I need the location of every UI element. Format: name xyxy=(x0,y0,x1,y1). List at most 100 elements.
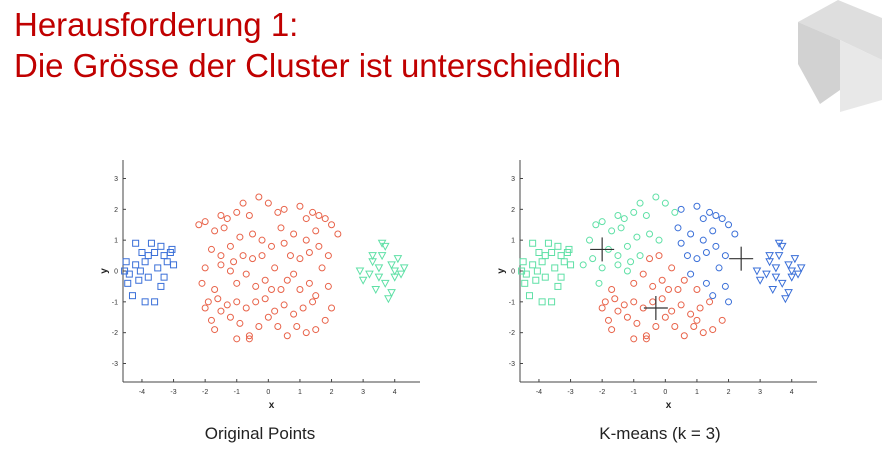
data-point xyxy=(777,242,787,251)
data-point xyxy=(674,286,682,293)
data-point xyxy=(771,264,781,273)
data-point xyxy=(649,298,657,306)
data-point xyxy=(121,267,129,275)
x-tick-label: -2 xyxy=(599,389,605,396)
x-tick-label: 2 xyxy=(330,389,334,396)
x-axis-label: x xyxy=(666,400,672,411)
data-point xyxy=(138,249,146,256)
x-tick-label: 1 xyxy=(695,389,699,396)
y-tick-label: 0 xyxy=(114,269,118,276)
y-tick-label: 3 xyxy=(511,176,515,183)
data-point xyxy=(290,310,298,318)
data-point xyxy=(274,208,282,216)
data-point xyxy=(557,252,565,260)
data-point xyxy=(781,295,790,304)
data-point xyxy=(217,252,225,260)
data-point xyxy=(277,286,285,293)
data-point xyxy=(636,252,644,260)
data-point xyxy=(226,313,234,321)
y-tick-label: 0 xyxy=(511,269,515,276)
chart-title-original-points: Original Points xyxy=(204,424,316,443)
data-point xyxy=(752,267,762,276)
y-tick-label: -3 xyxy=(509,361,515,368)
data-point xyxy=(687,270,695,278)
data-point xyxy=(677,301,685,309)
data-point xyxy=(680,276,688,284)
data-point xyxy=(765,252,774,261)
data-point xyxy=(693,286,701,293)
data-point xyxy=(623,313,631,321)
data-point xyxy=(725,298,733,306)
data-point xyxy=(124,279,132,287)
data-point xyxy=(226,242,234,250)
centroid-marker xyxy=(590,237,615,262)
x-tick-label: 0 xyxy=(266,389,270,396)
data-point xyxy=(217,261,225,269)
data-point xyxy=(264,199,272,207)
data-point xyxy=(614,212,622,219)
data-point xyxy=(533,267,541,275)
data-point xyxy=(365,270,374,279)
data-point xyxy=(680,332,688,340)
data-point xyxy=(601,298,609,306)
data-point xyxy=(608,326,616,334)
data-point xyxy=(702,279,710,287)
data-point xyxy=(777,279,787,288)
data-point xyxy=(677,239,685,247)
y-tick-label: 3 xyxy=(114,176,118,183)
data-point xyxy=(286,252,294,260)
data-point xyxy=(642,335,650,343)
y-axis-label: y xyxy=(99,268,110,274)
data-point xyxy=(671,208,679,216)
data-point xyxy=(699,236,707,244)
data-point xyxy=(217,307,225,315)
data-point xyxy=(309,208,317,216)
data-point xyxy=(239,252,247,260)
data-point xyxy=(170,261,178,269)
centroid-marker xyxy=(729,246,754,271)
data-point xyxy=(646,230,654,238)
data-point xyxy=(630,279,638,287)
data-point xyxy=(702,249,710,256)
data-point xyxy=(377,252,387,261)
y-tick-label: -1 xyxy=(112,299,118,306)
data-point xyxy=(633,319,641,327)
data-point xyxy=(687,310,695,318)
data-point xyxy=(249,255,257,263)
data-point xyxy=(147,239,155,247)
data-point xyxy=(630,298,638,306)
data-point xyxy=(293,323,301,330)
data-point xyxy=(620,215,628,223)
data-point xyxy=(223,215,231,223)
data-point xyxy=(771,273,781,282)
data-point xyxy=(671,323,679,330)
data-point xyxy=(264,313,272,321)
kmeans-chart: -4 -3 -2 -1 0 1 2 3 4 -3 -2 -1 0 1 2 3 x y xyxy=(496,160,817,411)
data-point xyxy=(608,227,616,235)
data-point xyxy=(521,279,529,287)
data-point xyxy=(687,230,695,238)
x-tick-label: 1 xyxy=(298,389,302,396)
data-point xyxy=(280,205,288,213)
x-axis-label: x xyxy=(269,400,275,411)
data-point xyxy=(261,276,269,284)
data-point xyxy=(627,258,635,266)
data-point xyxy=(141,298,149,306)
data-point xyxy=(633,233,641,241)
data-point xyxy=(302,236,310,244)
data-point xyxy=(784,289,793,298)
x-tick-label: -3 xyxy=(567,389,573,396)
data-point xyxy=(380,242,390,251)
data-point xyxy=(393,255,403,264)
data-point xyxy=(709,227,717,235)
data-point xyxy=(252,282,260,290)
x-tick-label: 2 xyxy=(727,389,731,396)
data-point xyxy=(136,267,144,275)
data-point xyxy=(595,279,603,287)
data-point xyxy=(557,273,565,281)
x-tick-label: -3 xyxy=(170,389,176,396)
data-point xyxy=(655,252,663,260)
data-point xyxy=(242,270,250,278)
data-point xyxy=(762,270,771,279)
data-point xyxy=(207,316,215,324)
